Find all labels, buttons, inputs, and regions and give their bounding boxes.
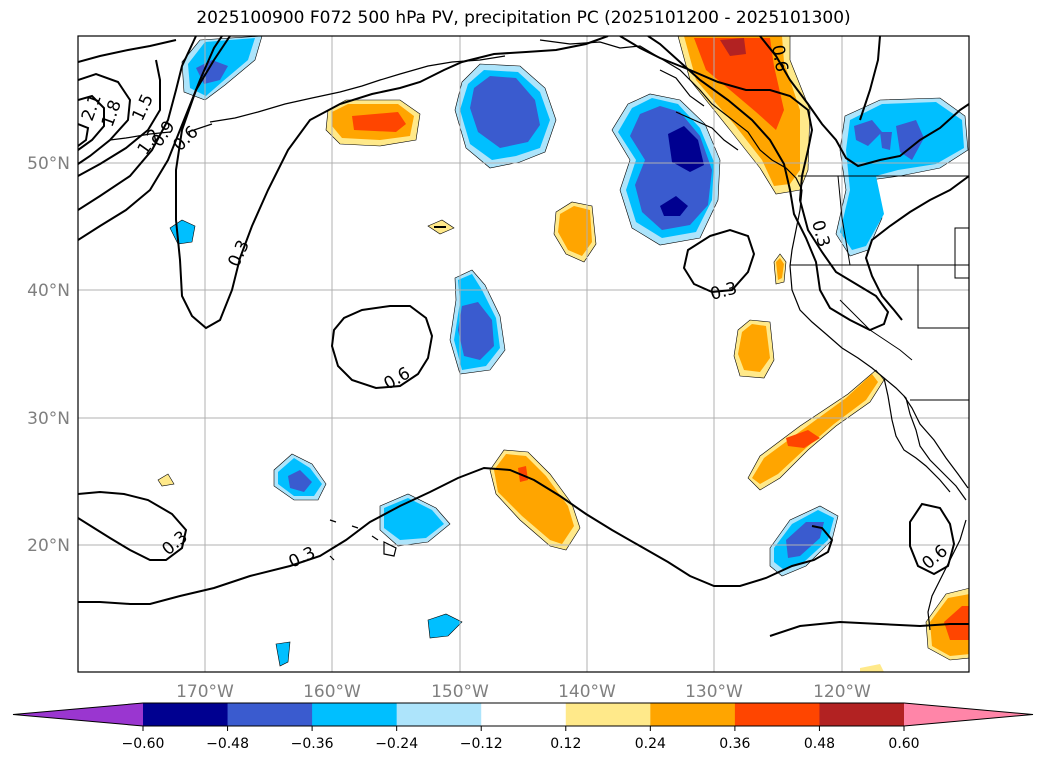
- colorbar-tick-label: 0.60: [888, 736, 919, 752]
- pv-contours: [78, 36, 969, 637]
- lat-label-50n: 50°N: [27, 154, 70, 174]
- colorbar-segment: [565, 703, 651, 726]
- lon-label-160w: 160°W: [303, 682, 361, 702]
- colorbar-segment: [312, 703, 398, 726]
- colorbar-segment: [650, 703, 736, 726]
- lon-label-120w: 120°W: [813, 682, 871, 702]
- longitude-labels: 170°W 160°W 150°W 140°W 130°W 120°W: [176, 682, 871, 702]
- colorbar-segment: [481, 703, 567, 726]
- colorbar-tick-label: −0.24: [375, 736, 418, 752]
- political-borders: [790, 175, 969, 401]
- colorbar-tick-label: 0.24: [635, 736, 666, 752]
- colorbar-tick-label: 0.48: [804, 736, 835, 752]
- colorbar-extend-max: [904, 703, 1033, 726]
- map-area: 2.1 1.8 1.5 1.2 0.9 0.6 0.3 0.3 0.6 0.3 …: [78, 36, 969, 672]
- colorbar-segment: [734, 703, 820, 726]
- lon-label-150w: 150°W: [431, 682, 489, 702]
- colorbar-segment: [227, 703, 313, 726]
- colorbar-extend-min: [13, 703, 143, 726]
- latitude-labels: 50°N 40°N 30°N 20°N: [27, 154, 70, 556]
- lon-label-140w: 140°W: [558, 682, 616, 702]
- lon-label-130w: 130°W: [685, 682, 743, 702]
- colorbar-tick-label: 0.36: [719, 736, 750, 752]
- lon-label-170w: 170°W: [176, 682, 234, 702]
- lat-label-40n: 40°N: [27, 281, 70, 301]
- colorbar-segment: [819, 703, 905, 726]
- colorbar-segment: [143, 703, 229, 726]
- colorbar-tick-label: −0.60: [122, 736, 165, 752]
- colorbar-tick-label: −0.48: [206, 736, 249, 752]
- coastlines: [109, 39, 969, 631]
- colorbar-tick-label: −0.12: [460, 736, 503, 752]
- negative-anomaly-blobs: [169, 36, 969, 667]
- colorbar: −0.60 −0.48 −0.36 −0.24 −0.12 0.12 0.24 0.36 0.4…: [12, 702, 1034, 752]
- map-frame: [77, 35, 970, 673]
- lat-label-20n: 20°N: [27, 536, 70, 556]
- lat-label-30n: 30°N: [27, 409, 70, 429]
- colorbar-tick-label: −0.36: [291, 736, 334, 752]
- colorbar-segment: [396, 703, 482, 726]
- map-title: 2025100900 F072 500 hPa PV, precipitatio…: [196, 8, 851, 28]
- svg-text:0.6: 0.6: [767, 43, 791, 73]
- graticule: [78, 36, 969, 672]
- colorbar-tick-label: 0.12: [550, 736, 581, 752]
- positive-anomaly-blobs: [157, 36, 969, 672]
